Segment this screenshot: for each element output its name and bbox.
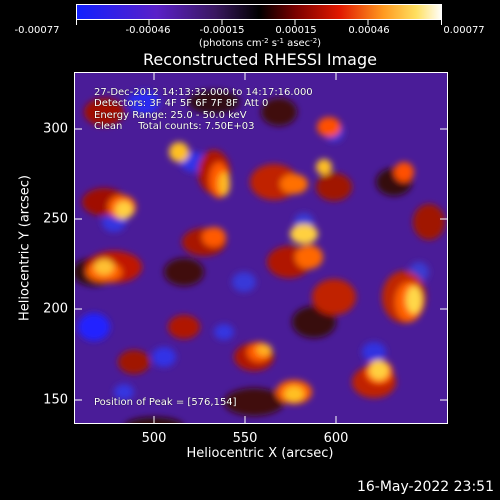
emission-blob xyxy=(369,360,389,380)
emission-blob xyxy=(164,258,204,286)
y-tick-label: 200 xyxy=(43,301,68,317)
peak-position-text: Position of Peak = [576,154] xyxy=(94,397,237,408)
emission-blob xyxy=(394,162,414,182)
emission-blob xyxy=(128,90,160,114)
detectors-text: Detectors: 3F 4F 5F 6F 7F 8F Att 0 xyxy=(94,98,269,109)
colorbar-tick-label: -0.00015 xyxy=(199,25,245,36)
emission-blob xyxy=(261,98,297,126)
emission-blob xyxy=(224,388,284,416)
energy-range-text: Energy Range: 25.0 - 50.0 keV xyxy=(94,110,247,121)
emission-blob xyxy=(114,384,134,400)
rhessi-heatmap xyxy=(74,72,448,424)
clean-counts-text: Clean Total counts: 7.50E+03 xyxy=(94,121,255,132)
units-exponent: -2 xyxy=(310,37,318,45)
y-tick-label: 150 xyxy=(43,392,68,408)
colorbar-tick-label: -0.00077 xyxy=(14,25,60,36)
emission-blob xyxy=(413,204,445,240)
y-axis-label: Heliocentric Y (arcsec) xyxy=(17,175,33,321)
emission-blob xyxy=(94,259,114,275)
timestamp: 16-May-2022 23:51 xyxy=(356,479,494,495)
units-exponent: -1 xyxy=(277,37,285,45)
x-tick-label: 600 xyxy=(323,431,349,446)
emission-blob xyxy=(256,344,272,356)
emission-blob xyxy=(316,159,332,175)
units-text: (photons cm xyxy=(198,38,262,49)
emission-blob xyxy=(188,90,240,114)
units-text: ) xyxy=(317,38,322,49)
emission-blob xyxy=(115,201,133,219)
plot-frame xyxy=(74,72,448,424)
colorbar xyxy=(76,4,442,25)
units-text: s xyxy=(268,38,278,49)
units-text: asec xyxy=(284,38,311,49)
x-tick-label: 550 xyxy=(232,431,258,446)
emission-blob xyxy=(232,272,256,292)
colorbar-tick-label: 0.00015 xyxy=(275,25,317,36)
emission-blob xyxy=(214,324,234,340)
emission-blob xyxy=(317,117,341,137)
emission-blob xyxy=(290,224,318,244)
emission-blob xyxy=(118,350,150,374)
emission-blob xyxy=(169,142,189,162)
units-exponent: -2 xyxy=(261,37,269,45)
emission-blob xyxy=(152,347,176,367)
colorbar-units: (photons cm-2 s-1 asec-2) xyxy=(199,38,321,49)
emission-blob xyxy=(316,173,352,201)
emission-blob xyxy=(295,245,323,269)
y-tick-label: 300 xyxy=(43,121,68,137)
colorbar-tick-label: 0.00077 xyxy=(443,25,485,36)
colorbar-gradient xyxy=(76,4,442,20)
emission-blob xyxy=(312,279,356,315)
colorbar-tick-label: -0.00046 xyxy=(125,25,171,36)
colorbar-frame xyxy=(76,4,442,20)
colorbar-tick-label: 0.00046 xyxy=(348,25,390,36)
emission-blob xyxy=(84,98,124,126)
image-title: Reconstructed RHESSI Image xyxy=(143,50,377,69)
emission-blob xyxy=(202,227,226,247)
emission-blob xyxy=(280,174,308,194)
emission-blob xyxy=(78,313,110,341)
emission-blob xyxy=(284,386,304,402)
emission-blob xyxy=(292,306,336,338)
x-tick-label: 500 xyxy=(141,431,167,446)
x-axis-label: Heliocentric X (arcsec) xyxy=(186,446,334,461)
emission-blob xyxy=(406,286,422,314)
emission-blob xyxy=(362,342,386,362)
emission-blob xyxy=(168,315,200,339)
emission-blob xyxy=(218,172,230,196)
y-tick-label: 250 xyxy=(43,211,68,227)
time-range-text: 27-Dec-2012 14:13:32.000 to 14:17:16.000 xyxy=(94,87,313,98)
